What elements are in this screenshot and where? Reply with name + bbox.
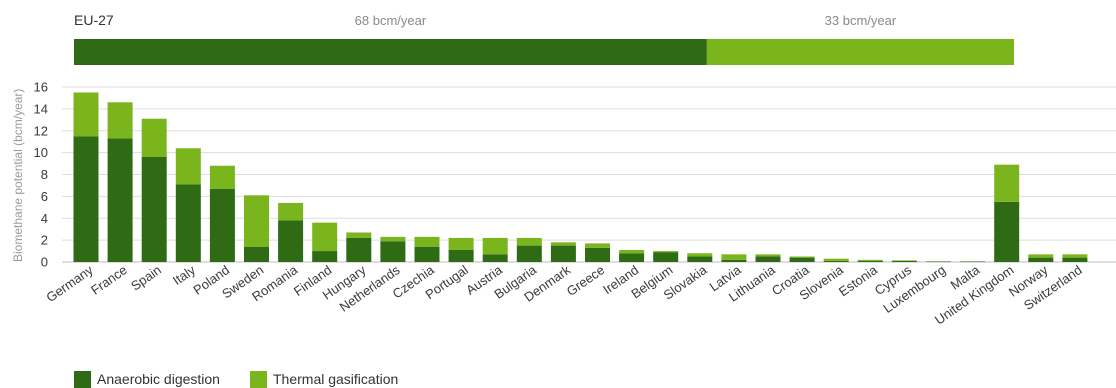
bar-thermal bbox=[380, 236, 406, 242]
bar-thermal bbox=[1062, 254, 1088, 258]
x-tick-label: Greece bbox=[564, 262, 608, 299]
bar-anaerobic bbox=[414, 246, 440, 262]
bar-anaerobic bbox=[550, 245, 576, 262]
bar-thermal bbox=[857, 259, 883, 261]
bar-anaerobic bbox=[1028, 257, 1054, 262]
x-tick-label: Estonia bbox=[836, 262, 881, 300]
y-axis-title: Biomethane potential (bcm/year) bbox=[11, 89, 25, 262]
x-tick-label: France bbox=[88, 262, 130, 297]
y-tick-label: 12 bbox=[34, 123, 48, 138]
bar-thermal bbox=[244, 195, 269, 247]
legend-label: Anaerobic digestion bbox=[97, 371, 220, 387]
bar-anaerobic bbox=[209, 188, 235, 262]
eu27-value-label: 68 bcm/year bbox=[355, 13, 427, 28]
x-tick-label: Spain bbox=[128, 262, 164, 293]
bar-thermal bbox=[550, 242, 576, 246]
bar-thermal bbox=[209, 165, 235, 189]
bar-anaerobic bbox=[823, 260, 849, 262]
bar-thermal bbox=[482, 237, 508, 255]
eu27-value-label: 33 bcm/year bbox=[825, 13, 897, 28]
bar-thermal bbox=[585, 243, 610, 248]
bar-anaerobic bbox=[244, 246, 269, 262]
bar-anaerobic bbox=[619, 253, 645, 262]
x-tick-label: Germany bbox=[43, 262, 96, 305]
bar-thermal bbox=[516, 237, 542, 246]
bar-thermal bbox=[789, 256, 815, 258]
bar-thermal bbox=[994, 164, 1020, 202]
bars bbox=[73, 92, 1088, 263]
bar-thermal bbox=[687, 253, 713, 257]
bar-anaerobic bbox=[73, 136, 99, 262]
bar-anaerobic bbox=[857, 260, 883, 262]
y-tick-label: 8 bbox=[41, 167, 48, 182]
y-axis-ticks: 0 2 4 6 8 10 12 14 16 bbox=[34, 80, 48, 270]
bar-anaerobic bbox=[312, 251, 338, 262]
bar-anaerobic bbox=[994, 201, 1020, 262]
bar-anaerobic bbox=[585, 247, 610, 262]
bar-anaerobic bbox=[653, 252, 679, 262]
bar-thermal bbox=[755, 254, 781, 257]
bar-anaerobic bbox=[380, 241, 406, 262]
bar-thermal bbox=[175, 148, 201, 185]
legend-swatch bbox=[250, 371, 267, 388]
legend-swatch bbox=[74, 371, 91, 388]
bar-thermal bbox=[823, 258, 849, 261]
bar-thermal bbox=[448, 237, 474, 250]
bar-anaerobic bbox=[346, 237, 372, 262]
bar-anaerobic bbox=[789, 257, 815, 262]
y-tick-label: 0 bbox=[41, 255, 48, 270]
eu27-summary: EU-27 68 bcm/year 33 bcm/year bbox=[74, 12, 1014, 65]
bar-thermal bbox=[891, 260, 917, 261]
bar-anaerobic bbox=[755, 256, 781, 262]
bar-anaerobic bbox=[175, 184, 201, 262]
bar-anaerobic bbox=[278, 220, 304, 262]
bar-thermal bbox=[73, 92, 99, 137]
bar-anaerobic bbox=[448, 249, 474, 262]
legend: Anaerobic digestion Thermal gasification bbox=[74, 371, 398, 388]
bar-thermal bbox=[619, 249, 645, 254]
bar-anaerobic bbox=[1062, 257, 1088, 262]
eu27-segment-thermal bbox=[706, 39, 1014, 65]
bar-thermal bbox=[414, 236, 440, 247]
bar-thermal bbox=[278, 202, 304, 221]
bar-thermal bbox=[346, 232, 372, 238]
bar-anaerobic bbox=[926, 261, 951, 263]
legend-label: Thermal gasification bbox=[273, 371, 398, 387]
eu27-label: EU-27 bbox=[74, 12, 114, 28]
y-tick-label: 2 bbox=[41, 233, 48, 248]
bar-thermal bbox=[721, 254, 747, 260]
y-tick-label: 14 bbox=[34, 101, 48, 116]
bar-thermal bbox=[107, 102, 133, 139]
bar-anaerobic bbox=[482, 254, 508, 262]
y-tick-label: 10 bbox=[34, 145, 48, 160]
bar-anaerobic bbox=[891, 260, 917, 262]
y-tick-label: 6 bbox=[41, 189, 48, 204]
bar-anaerobic bbox=[960, 261, 986, 263]
bar-anaerobic bbox=[107, 138, 133, 262]
bar-anaerobic bbox=[141, 157, 167, 262]
y-tick-label: 4 bbox=[41, 211, 48, 226]
bar-thermal bbox=[141, 118, 167, 157]
gridlines bbox=[62, 86, 1116, 263]
y-tick-label: 16 bbox=[34, 80, 48, 95]
bar-thermal bbox=[312, 222, 338, 252]
bar-thermal bbox=[653, 251, 679, 253]
bar-anaerobic bbox=[721, 259, 747, 262]
bar-anaerobic bbox=[687, 256, 713, 262]
eu27-segment-anaerobic bbox=[74, 39, 707, 65]
bar-anaerobic bbox=[516, 245, 542, 262]
bar-thermal bbox=[1028, 254, 1054, 258]
